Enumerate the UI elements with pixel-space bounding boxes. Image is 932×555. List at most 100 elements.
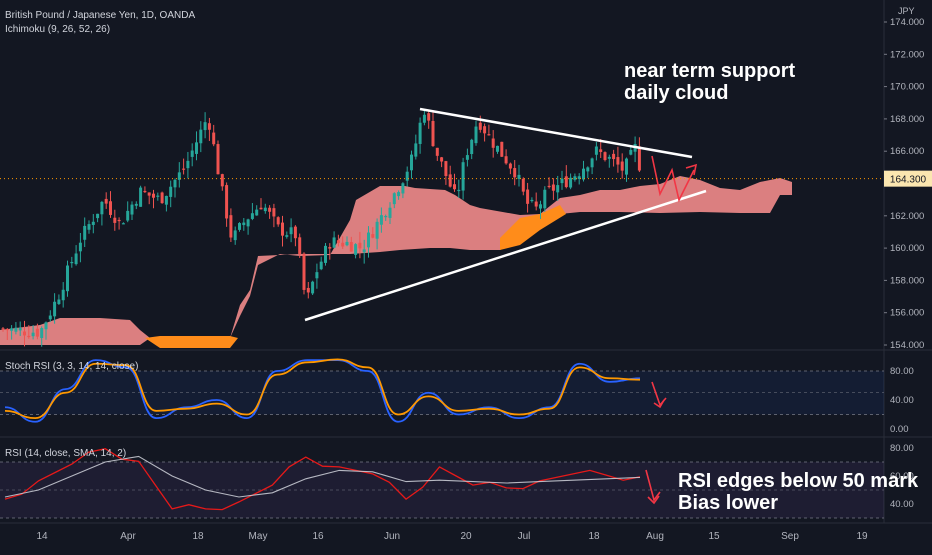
ichimoku-cloud-bearish <box>500 205 566 250</box>
candle-up <box>367 232 370 248</box>
candle-up <box>126 210 130 221</box>
candle-up <box>586 167 590 172</box>
candle-down <box>281 222 284 236</box>
candle-down <box>225 185 229 219</box>
candle-up <box>405 171 409 181</box>
candle-up <box>496 145 499 152</box>
candle-up <box>607 156 611 159</box>
rsi-arrowhead <box>647 495 660 505</box>
stoch-tick-label: 0.00 <box>890 424 909 435</box>
candle-up <box>594 146 598 155</box>
time-axis-label: 18 <box>192 531 204 542</box>
candle-up <box>410 154 413 171</box>
candle-down <box>603 152 607 161</box>
candle-up <box>83 225 87 240</box>
candle-up <box>625 158 628 175</box>
candle-up <box>530 199 534 202</box>
price-tick-label: 174.000 <box>890 17 924 28</box>
candle-down <box>268 207 272 212</box>
time-axis-label: Jun <box>384 531 400 542</box>
candle-down <box>160 192 164 204</box>
rsi-tick-label: 80.00 <box>890 443 914 454</box>
candle-up <box>246 219 250 227</box>
candle-up <box>53 301 57 317</box>
candle-down <box>113 217 117 223</box>
candle-down <box>349 242 353 252</box>
time-axis-label: 19 <box>856 531 868 542</box>
indicator-label: Ichimoku (9, 26, 52, 26) <box>5 24 111 35</box>
symbol-title: British Pound / Japanese Yen, 1D, OANDA <box>5 10 196 21</box>
rsi-tick-label: 40.00 <box>890 499 914 510</box>
candle-down <box>551 184 555 191</box>
candle-up <box>156 195 160 197</box>
projection-path <box>651 155 695 203</box>
candle-down <box>35 328 39 337</box>
price-tick-label: 168.000 <box>890 114 924 125</box>
candle-down <box>336 240 340 243</box>
candle-down <box>487 134 491 136</box>
price-tick-label: 154.000 <box>890 340 924 351</box>
candle-up <box>285 235 289 237</box>
candle-up <box>190 150 194 157</box>
candle-up <box>173 179 177 188</box>
resistance-trendline <box>419 107 693 159</box>
candle-down <box>328 247 332 249</box>
candle-down <box>298 237 302 255</box>
candle-up <box>18 327 22 331</box>
candle-up <box>70 261 74 264</box>
candle-up <box>379 215 383 225</box>
candle-up <box>392 193 396 205</box>
candle-down <box>104 198 108 204</box>
candle-down <box>147 192 151 196</box>
candle-up <box>560 178 564 184</box>
time-axis-label: Apr <box>120 531 136 542</box>
candle-down <box>117 219 121 222</box>
projection-arrowhead <box>685 163 698 176</box>
candle-up <box>121 223 125 225</box>
candle-up <box>130 204 134 215</box>
time-axis-label: 15 <box>708 531 720 542</box>
candle-up <box>556 185 560 193</box>
candle-down <box>306 287 310 293</box>
candle-down <box>27 335 31 338</box>
price-tick-label: 162.000 <box>890 211 924 222</box>
candle-up <box>100 201 104 215</box>
price-tick-label: 166.000 <box>890 146 924 157</box>
candle-down <box>152 193 155 198</box>
candle-down <box>453 184 456 190</box>
candle-up <box>457 189 461 192</box>
candle-down <box>564 176 568 188</box>
candle-down <box>448 174 452 187</box>
candle-down <box>1 328 5 330</box>
candle-up <box>590 158 594 168</box>
candle-up <box>324 245 327 263</box>
candle-up <box>78 242 82 252</box>
candle-up <box>539 204 542 209</box>
candle-up <box>203 122 207 131</box>
ichimoku-cloud-bullish <box>0 176 792 345</box>
rsi-ma-line <box>4 455 641 498</box>
support-annotation-line2: daily cloud <box>624 82 729 104</box>
rsi-label: RSI (14, close, SMA, 14, 2) <box>5 448 127 459</box>
rsi-tick-label: 60.00 <box>890 471 914 482</box>
candle-up <box>517 174 521 179</box>
candle-up <box>474 126 478 144</box>
candle-up <box>10 328 14 331</box>
candle-down <box>504 156 508 164</box>
candle-down <box>212 132 216 145</box>
candle-up <box>573 176 577 180</box>
candle-down <box>293 226 297 239</box>
price-tick-label: 170.000 <box>890 82 924 93</box>
time-axis-label: Aug <box>646 531 664 542</box>
candle-up <box>40 328 44 339</box>
candle-down <box>182 168 186 170</box>
rsi-annotation-line2: Bias lower <box>678 492 779 514</box>
stoch-band <box>0 371 884 415</box>
stoch-tick-label: 40.00 <box>890 395 914 406</box>
candle-up <box>354 244 358 255</box>
candle-up <box>319 261 323 270</box>
candle-up <box>134 203 138 206</box>
candle-down <box>534 201 538 207</box>
